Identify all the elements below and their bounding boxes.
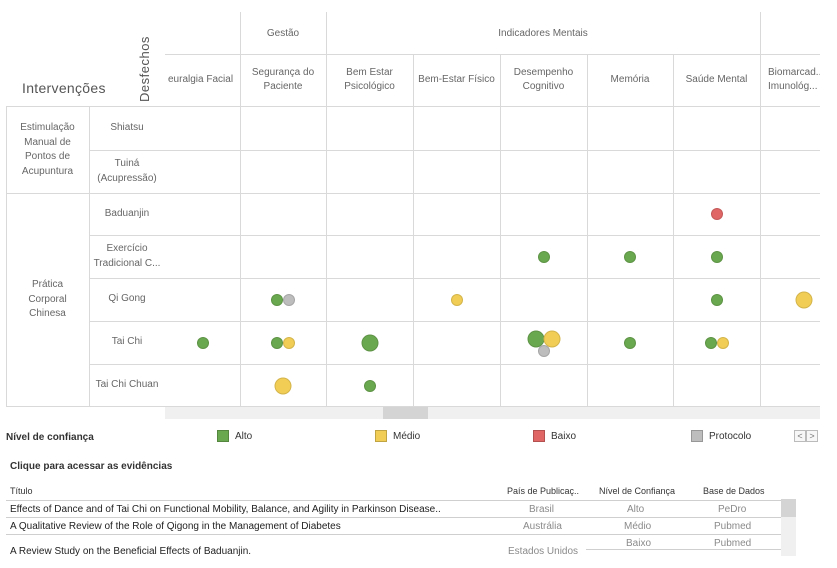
cell-database: Pubmed [714, 521, 752, 532]
header-nivel[interactable]: Nível de Confiança [599, 486, 676, 496]
evidence-bubble-protocolo[interactable] [283, 293, 295, 306]
grid-line [240, 12, 241, 407]
grid-line [89, 364, 820, 365]
legend-title: Nível de confiança [6, 432, 94, 443]
cell-confidence: Baixo [626, 538, 652, 549]
evidence-bubble-alto[interactable] [704, 336, 717, 349]
cell-title[interactable]: A Review Study on the Beneficial Effects… [10, 546, 252, 557]
evidence-bubble-alto[interactable] [624, 250, 636, 263]
column-header[interactable]: Biomarcad... Imunológ... [768, 66, 820, 93]
grid-line [89, 150, 820, 151]
grid-line [89, 235, 820, 236]
cell-database: Pubmed [714, 538, 752, 549]
swatch-baixo [533, 430, 545, 442]
legend-pager: < > [794, 430, 818, 442]
cell-country: Brasil [529, 504, 555, 515]
evidence-bubble-medio[interactable] [716, 336, 729, 349]
column-header[interactable]: Desempenho Cognitivo [513, 66, 574, 93]
row-group-pratica-corporal: Prática Corporal Chinesa [28, 279, 67, 320]
column-header[interactable]: Bem-Estar Físico [418, 73, 495, 85]
column-group-indicadores-mentais: Indicadores Mentais [498, 27, 588, 39]
divider [6, 500, 781, 501]
evidence-bubble-medio[interactable] [795, 291, 812, 308]
evidence-bubble-medio[interactable] [543, 330, 560, 347]
evidence-bubble-medio[interactable] [283, 336, 295, 349]
column-header[interactable]: Saúde Mental [685, 73, 748, 85]
legend-label: Médio [393, 430, 421, 442]
header-base[interactable]: Base de Dados [703, 486, 765, 496]
grid-line [587, 54, 588, 407]
evidence-bubble-medio[interactable] [450, 293, 463, 306]
chevron-left-icon[interactable]: < [794, 430, 806, 442]
legend-item-baixo[interactable]: Baixo [533, 430, 576, 442]
swatch-medio [375, 430, 387, 442]
grid-line [89, 106, 90, 407]
legend-label: Protocolo [709, 430, 752, 442]
swatch-protocolo [691, 430, 703, 442]
header-pais[interactable]: País de Publicaç.. [507, 486, 580, 496]
row-group-acupuntura: Estimulação Manual de Pontos de Acupuntu… [20, 122, 75, 177]
cell-database: PeDro [718, 504, 747, 515]
evidence-bubble-alto[interactable] [196, 336, 209, 349]
evidence-bubble-alto[interactable] [537, 250, 550, 263]
interventions-axis-title: Intervenções [22, 80, 106, 96]
column-header[interactable]: Bem Estar Psicológico [344, 66, 395, 93]
evidence-bubble-alto[interactable] [710, 250, 723, 263]
row-header[interactable]: Qi Gong [108, 293, 146, 305]
cell-title[interactable]: A Qualitative Review of the Role of Qigo… [10, 521, 341, 532]
evidence-bubble-alto[interactable] [624, 336, 636, 349]
vertical-scrollbar[interactable] [781, 499, 796, 556]
evidence-bubble-alto[interactable] [710, 293, 723, 306]
outcomes-axis-title: Desfechos [137, 36, 152, 102]
scrollbar-thumb[interactable] [781, 499, 796, 517]
column-header[interactable]: Memória [610, 73, 650, 85]
cell-confidence: Médio [624, 521, 652, 532]
divider [6, 517, 781, 518]
legend-label: Baixo [551, 430, 577, 442]
legend-item-medio[interactable]: Médio [375, 430, 420, 442]
grid-line [673, 54, 674, 407]
divider [586, 549, 781, 550]
grid-line [326, 12, 327, 407]
header-titulo[interactable]: Título [10, 486, 33, 496]
row-header[interactable]: Tai Chi Chuan [95, 379, 159, 391]
evidence-section-title: Clique para acessar as evidências [10, 461, 173, 472]
evidence-bubble-alto[interactable] [271, 336, 283, 349]
row-header[interactable]: Tuiná (Acupressão) [97, 158, 157, 184]
evidence-bubble-protocolo[interactable] [537, 344, 550, 357]
horizontal-scrollbar[interactable] [165, 407, 820, 419]
row-header[interactable]: Exercício Tradicional C... [93, 243, 161, 269]
grid-line [165, 54, 820, 55]
cell-title[interactable]: Effects of Dance and of Tai Chi on Funct… [10, 504, 441, 515]
evidence-bubble-alto[interactable] [363, 379, 376, 392]
grid-line [500, 54, 501, 407]
row-header[interactable]: Tai Chi [111, 336, 143, 348]
legend-label: Alto [235, 430, 253, 442]
evidence-bubble-baixo[interactable] [710, 208, 723, 220]
cell-confidence: Alto [627, 504, 645, 515]
legend-item-protocolo[interactable]: Protocolo [691, 430, 751, 442]
grid-line [89, 278, 820, 279]
legend-item-alto[interactable]: Alto [217, 430, 252, 442]
swatch-alto [217, 430, 229, 442]
evidence-bubble-alto[interactable] [271, 293, 283, 306]
cell-country: Austrália [523, 521, 562, 532]
column-header[interactable]: Segurança do Paciente [251, 66, 315, 93]
divider [6, 534, 781, 535]
row-header[interactable]: Shiatsu [110, 122, 144, 134]
evidence-bubble-medio[interactable] [274, 377, 292, 394]
row-header[interactable]: Baduanjin [104, 207, 150, 219]
chevron-right-icon[interactable]: > [806, 430, 818, 442]
scrollbar-thumb[interactable] [383, 407, 428, 419]
column-group-gestao: Gestão [266, 27, 300, 39]
grid-line [89, 321, 820, 322]
grid-line [6, 106, 7, 407]
grid-line [760, 12, 761, 407]
column-header[interactable]: euralgia Facial [168, 73, 234, 85]
evidence-matrix: Intervenções Desfechos Gestão Indicadore… [6, 12, 820, 407]
grid-line [413, 54, 414, 407]
cell-country: Estados Unidos [508, 546, 579, 557]
evidence-bubble-alto[interactable] [361, 334, 378, 351]
